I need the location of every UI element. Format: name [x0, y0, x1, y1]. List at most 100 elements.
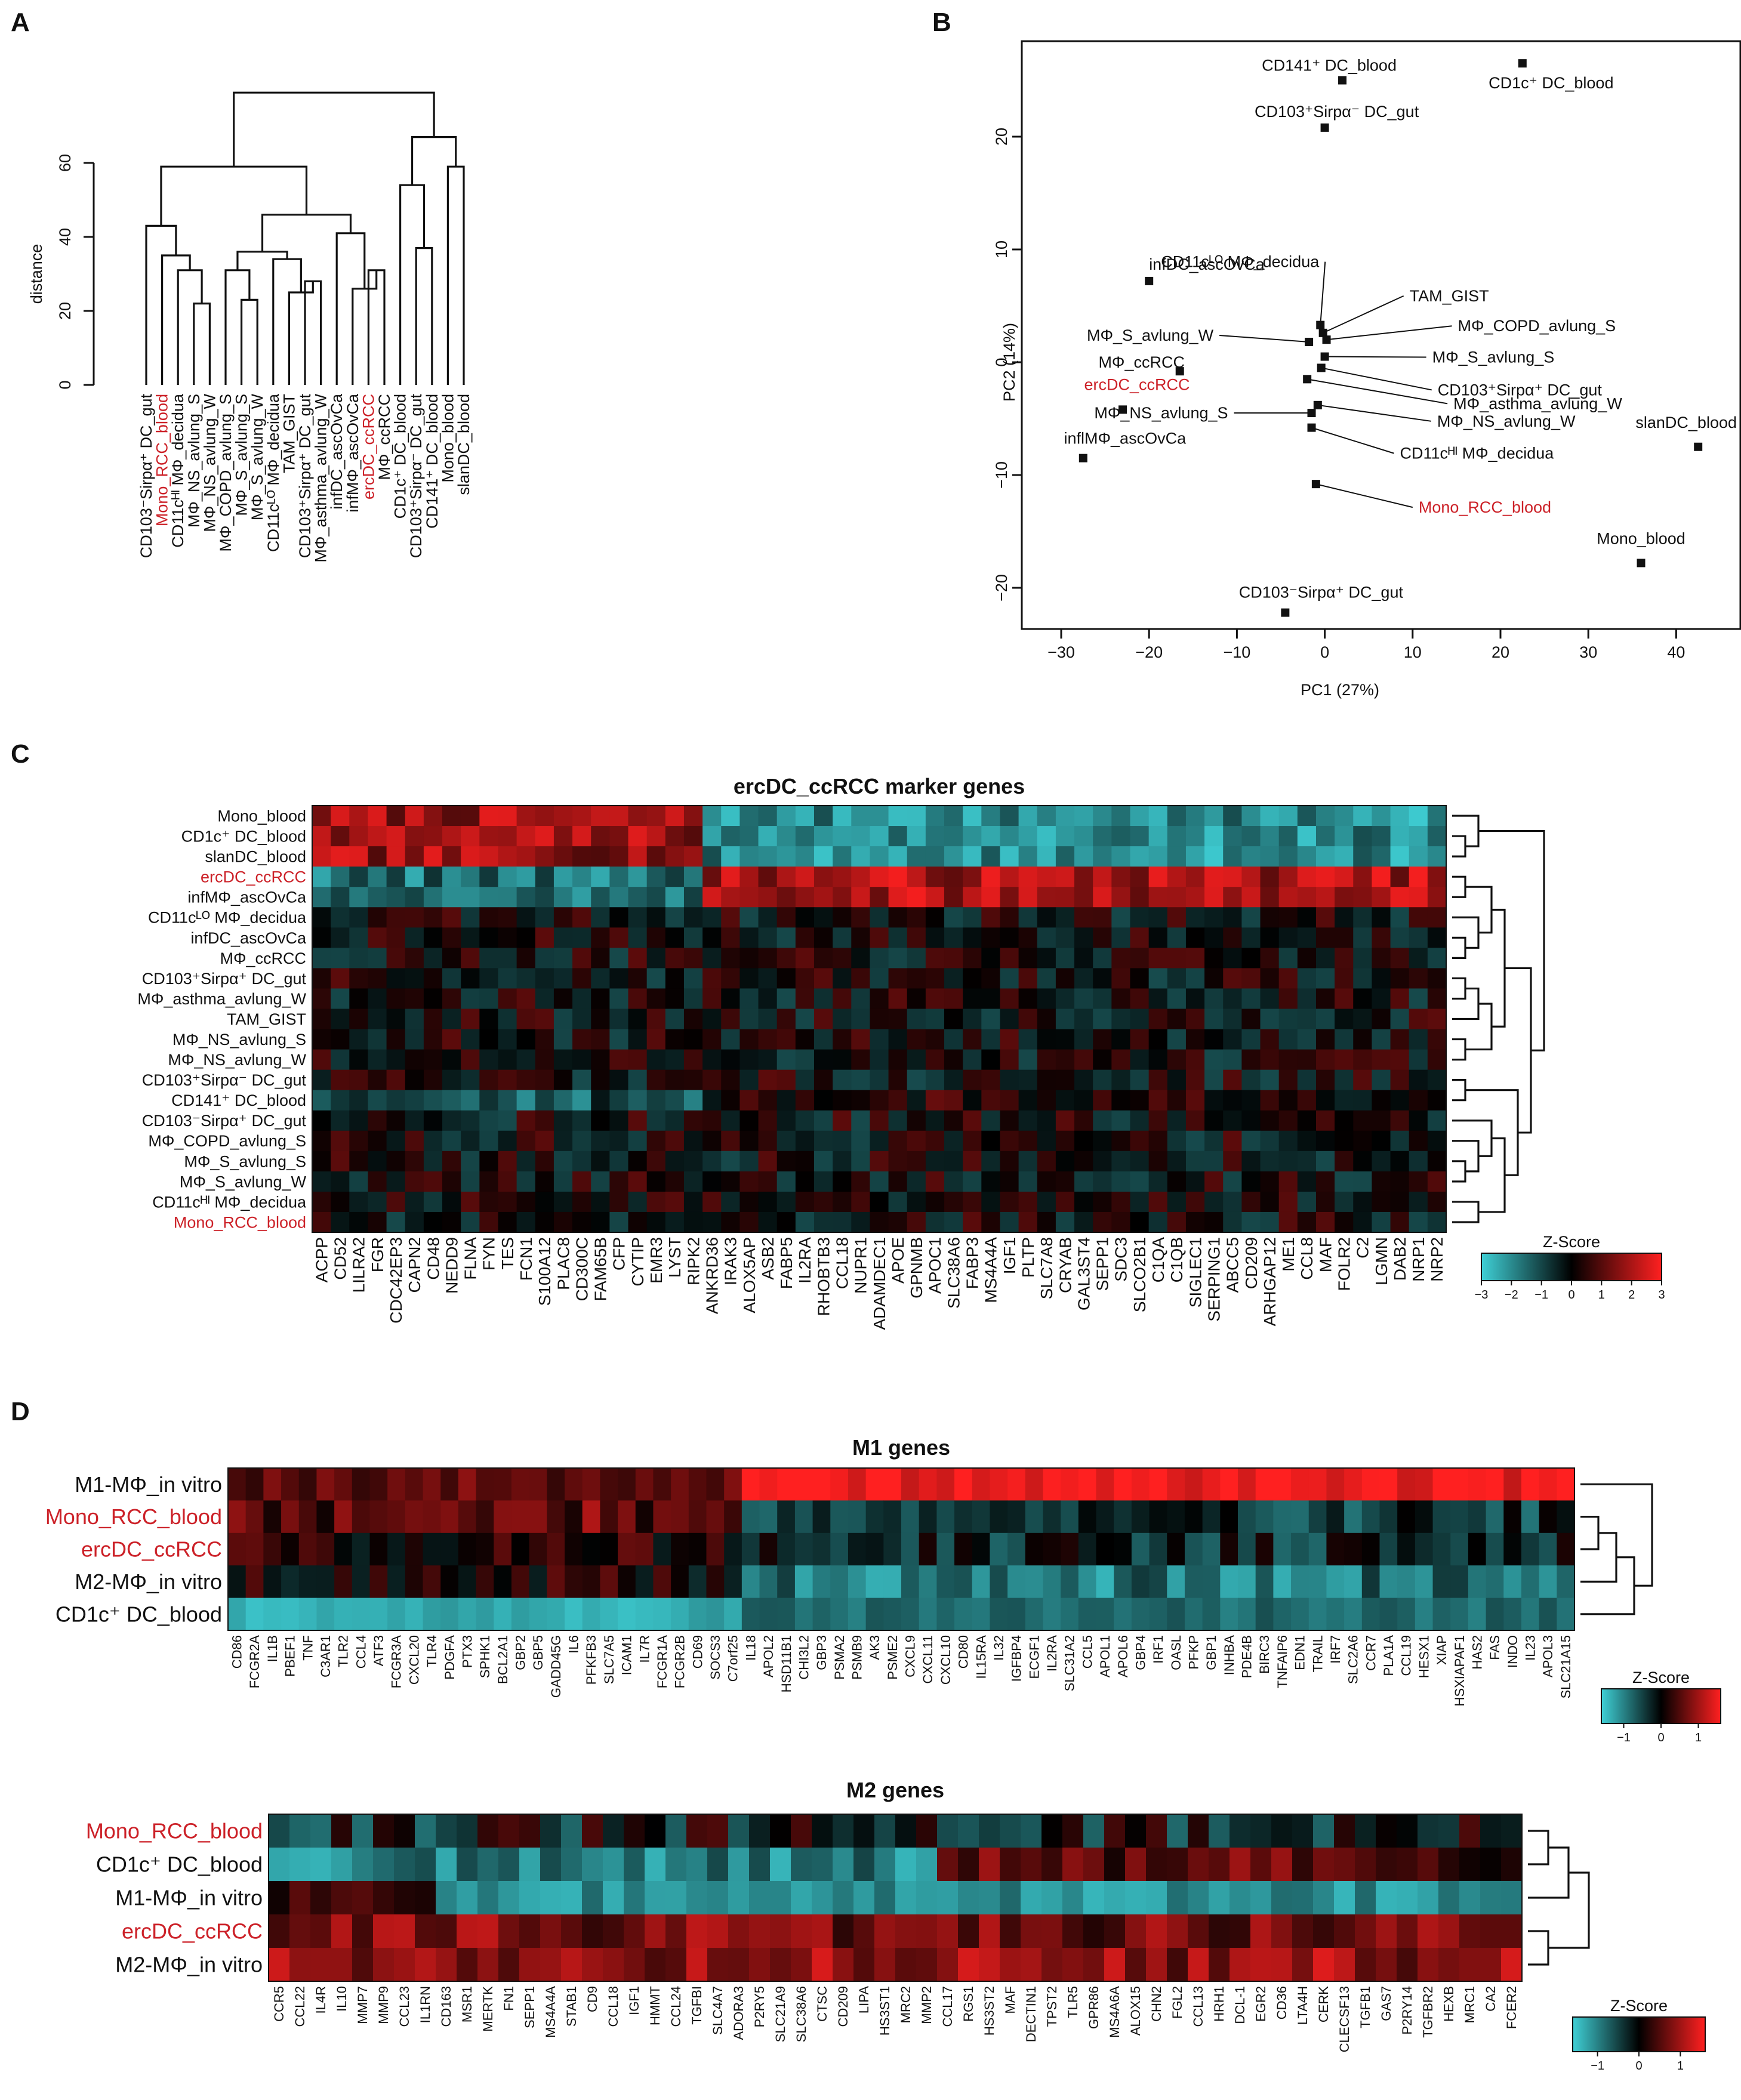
heatmap-cell	[1353, 1090, 1373, 1111]
heatmap-cell	[1427, 866, 1447, 887]
row-label: slanDC_blood	[205, 848, 306, 866]
heatmap-cell	[387, 1532, 406, 1566]
heatmap-cell	[833, 1848, 854, 1882]
heatmap-cell	[1131, 1598, 1150, 1631]
heatmap-cell	[702, 1069, 722, 1091]
leaf-label: MΦ_NS_avlung_S	[185, 394, 203, 528]
heatmap-cell	[870, 806, 889, 827]
heatmap-cell	[830, 1565, 849, 1599]
leaf-label: CD11cᴸᴼ MΦ_decidua	[264, 393, 282, 552]
heatmap-cell	[553, 988, 573, 1010]
heatmap-cell	[1167, 968, 1187, 989]
heatmap-cell	[646, 968, 666, 989]
heatmap-cell	[1521, 1500, 1540, 1534]
heatmap-cell	[833, 1130, 852, 1152]
heatmap-cell	[895, 1848, 917, 1882]
heatmap-cell	[937, 1848, 959, 1882]
heatmap-cell	[553, 1049, 573, 1071]
column-label: TLR4	[424, 1635, 439, 1667]
heatmap-cell	[331, 927, 350, 948]
heatmap-cell	[553, 806, 573, 827]
scatter-point	[1281, 608, 1290, 617]
heatmap-cell	[739, 1049, 759, 1071]
heatmap-cell	[553, 1090, 573, 1111]
heatmap-cell	[870, 1069, 889, 1091]
column-label: FCGR2B	[673, 1635, 688, 1688]
heatmap-cell	[1104, 1881, 1126, 1915]
heatmap-cell	[461, 1171, 480, 1192]
heatmap-cell	[1557, 1532, 1575, 1566]
heatmap-cell	[739, 1171, 759, 1192]
heatmap-cell	[436, 1848, 457, 1882]
heatmap-cell	[1480, 1814, 1502, 1848]
heatmap-cell	[423, 1171, 443, 1192]
heatmap-cell	[1074, 1029, 1093, 1050]
heatmap-cell	[1409, 1009, 1428, 1030]
heatmap-cell	[833, 1881, 854, 1915]
heatmap-cell	[916, 1948, 938, 1982]
column-label: FAS	[1487, 1635, 1502, 1660]
heatmap-cell	[724, 1468, 742, 1501]
heatmap-cell	[1167, 846, 1187, 867]
heatmap-cell	[352, 1565, 371, 1599]
column-label: IL23	[1523, 1635, 1537, 1661]
heatmap-cell	[895, 1948, 917, 1982]
column-label: CHN2	[1149, 1986, 1164, 2022]
column-label: TNFAIP6	[1275, 1635, 1290, 1688]
heatmap-cell	[1415, 1468, 1434, 1501]
heatmap-cell	[1427, 968, 1447, 989]
heatmap-cell	[1241, 1110, 1261, 1131]
heatmap-cell	[386, 887, 406, 908]
scatter-point	[1079, 454, 1087, 462]
heatmap-cell	[888, 948, 908, 969]
row-dendrogram-link	[1452, 977, 1466, 1000]
color-key-tick-label: 3	[1658, 1288, 1665, 1302]
heatmap-cell	[1018, 806, 1038, 827]
scatter-point	[1320, 123, 1329, 132]
heatmap-cell	[1335, 948, 1354, 969]
heatmap-cell	[1297, 1090, 1317, 1111]
heatmap-cell	[1037, 1171, 1056, 1192]
column-label: CXCL9	[903, 1635, 918, 1677]
leaf-label: MΦ_NS_avlung_W	[201, 393, 218, 532]
heatmap-cell	[1188, 1848, 1209, 1882]
heatmap-cell	[289, 1881, 311, 1915]
heatmap-cell	[1271, 1881, 1293, 1915]
leaf-label: infDC_ascOvCa	[328, 393, 346, 510]
heatmap-cell	[1415, 1500, 1434, 1534]
heatmap-cell	[901, 1565, 920, 1599]
heatmap-cell	[1185, 1049, 1205, 1071]
heatmap-cell	[1093, 927, 1112, 948]
heatmap-cell	[1308, 1500, 1327, 1534]
column-label: PDE4B	[1240, 1635, 1255, 1678]
heatmap-cell	[263, 1500, 282, 1534]
heatmap-cell	[600, 1532, 618, 1566]
heatmap-cell	[795, 866, 815, 887]
heatmap-cell	[833, 1110, 852, 1131]
heatmap-cell	[561, 1914, 583, 1948]
heatmap-cell	[461, 1151, 480, 1172]
heatmap-cell	[981, 1151, 1001, 1172]
heatmap-cell	[635, 1565, 654, 1599]
heatmap-cell	[1409, 866, 1428, 887]
heatmap-cell	[1438, 1948, 1460, 1982]
heatmap-cell	[814, 887, 833, 908]
heatmap-cell	[1055, 968, 1075, 989]
heatmap-cell	[331, 948, 350, 969]
column-label: CD80	[956, 1635, 971, 1669]
heatmap-cell	[739, 907, 759, 928]
heatmap-cell	[352, 1848, 374, 1882]
row-label: MΦ_COPD_avlung_S	[148, 1132, 306, 1150]
heatmap-cell	[963, 948, 982, 969]
heatmap-cell	[498, 1110, 517, 1131]
heatmap-cell	[1130, 1171, 1150, 1192]
heatmap-cell	[1278, 846, 1298, 867]
heatmap-cell	[405, 1029, 424, 1050]
color-key-tick-label: 1	[1598, 1288, 1605, 1302]
heatmap-cell	[479, 927, 499, 948]
heatmap-cell	[1335, 1090, 1354, 1111]
heatmap-cell	[888, 1009, 908, 1030]
heatmap-cell	[1111, 887, 1131, 908]
heatmap-cell	[1043, 1598, 1061, 1631]
